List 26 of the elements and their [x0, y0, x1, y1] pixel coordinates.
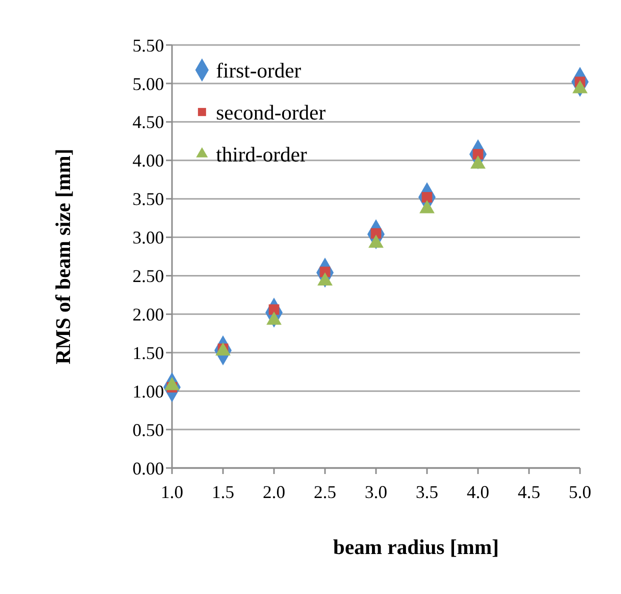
y-tick-label: 1.00 — [132, 381, 164, 402]
legend-label: third-order — [216, 142, 307, 166]
y-tick-label: 3.00 — [132, 228, 164, 248]
x-tick-label: 3.5 — [416, 482, 438, 502]
y-tick-label: 5.50 — [132, 35, 164, 56]
y-tick-label: 4.50 — [132, 112, 164, 132]
y-tick-label: 5.00 — [132, 74, 164, 94]
y-tick-label: 0.50 — [132, 420, 164, 440]
y-tick-label: 0.00 — [132, 458, 164, 478]
y-tick-label: 4.00 — [132, 150, 164, 171]
x-axis-title: beam radius [mm] — [333, 535, 499, 559]
x-tick-label: 4.5 — [518, 482, 540, 502]
x-tick-label: 1.0 — [160, 482, 184, 502]
x-tick-label: 4.0 — [466, 482, 490, 502]
y-axis-title: RMS of beam size [mm] — [51, 148, 75, 364]
y-tick-label: 2.00 — [132, 304, 164, 324]
legend-label: second-order — [216, 100, 326, 124]
x-tick-label: 2.0 — [262, 482, 286, 502]
y-tick-label: 1.50 — [132, 342, 164, 363]
x-tick-label: 5.0 — [568, 482, 592, 502]
legend-label: first-order — [216, 58, 302, 82]
x-tick-label: 2.5 — [314, 482, 336, 502]
x-tick-label: 1.5 — [212, 482, 234, 502]
y-tick-label: 2.50 — [132, 266, 164, 286]
y-tick-label: 3.50 — [132, 189, 164, 210]
x-tick-label: 3.0 — [364, 482, 388, 502]
